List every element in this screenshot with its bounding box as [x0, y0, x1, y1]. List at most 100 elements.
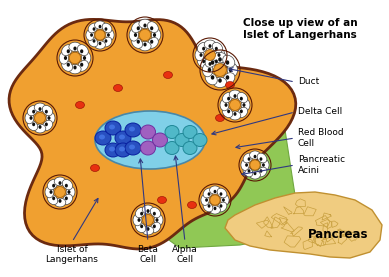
Ellipse shape	[103, 145, 112, 152]
Ellipse shape	[237, 107, 247, 118]
Ellipse shape	[197, 42, 208, 53]
Ellipse shape	[211, 75, 214, 80]
Ellipse shape	[106, 30, 114, 40]
Ellipse shape	[213, 77, 227, 88]
Ellipse shape	[247, 157, 251, 161]
Ellipse shape	[153, 224, 156, 228]
Ellipse shape	[59, 52, 68, 64]
Ellipse shape	[65, 196, 68, 200]
Ellipse shape	[95, 131, 111, 145]
Circle shape	[54, 187, 65, 198]
Ellipse shape	[105, 143, 121, 157]
Ellipse shape	[135, 207, 146, 218]
Ellipse shape	[227, 109, 230, 113]
Ellipse shape	[165, 142, 179, 155]
Ellipse shape	[131, 22, 142, 33]
Ellipse shape	[163, 71, 172, 78]
Ellipse shape	[147, 37, 158, 48]
Ellipse shape	[105, 27, 107, 31]
Ellipse shape	[187, 201, 196, 209]
Ellipse shape	[39, 107, 42, 111]
Ellipse shape	[62, 194, 73, 205]
Ellipse shape	[221, 194, 229, 206]
Ellipse shape	[99, 135, 105, 140]
Ellipse shape	[133, 214, 142, 226]
Ellipse shape	[47, 179, 58, 190]
Ellipse shape	[144, 24, 147, 27]
Ellipse shape	[74, 65, 77, 70]
Ellipse shape	[209, 62, 212, 66]
Ellipse shape	[102, 37, 112, 47]
Ellipse shape	[212, 57, 223, 68]
Ellipse shape	[223, 93, 233, 103]
Ellipse shape	[202, 63, 213, 77]
Ellipse shape	[58, 181, 61, 185]
Circle shape	[214, 64, 226, 76]
Ellipse shape	[88, 23, 98, 33]
Ellipse shape	[115, 143, 131, 157]
Ellipse shape	[39, 125, 42, 129]
Ellipse shape	[34, 103, 46, 112]
Ellipse shape	[140, 125, 156, 139]
Ellipse shape	[125, 141, 141, 155]
Ellipse shape	[134, 33, 137, 37]
Text: Alpha
Cell: Alpha Cell	[172, 245, 198, 265]
Ellipse shape	[93, 39, 95, 43]
Ellipse shape	[67, 49, 70, 53]
Ellipse shape	[217, 188, 227, 198]
Ellipse shape	[49, 190, 53, 194]
Ellipse shape	[203, 188, 213, 198]
Ellipse shape	[254, 155, 256, 158]
Ellipse shape	[259, 157, 263, 161]
Ellipse shape	[227, 97, 230, 101]
Ellipse shape	[32, 110, 35, 114]
Ellipse shape	[153, 212, 156, 216]
Text: Pancreatic
Acini: Pancreatic Acini	[298, 155, 345, 175]
Ellipse shape	[214, 207, 216, 210]
Ellipse shape	[219, 192, 223, 196]
Ellipse shape	[243, 167, 253, 177]
Text: Red Blood
Cell: Red Blood Cell	[298, 128, 343, 148]
Text: Delta Cell: Delta Cell	[298, 107, 342, 117]
Ellipse shape	[114, 84, 123, 91]
Ellipse shape	[67, 63, 70, 67]
Ellipse shape	[150, 222, 161, 233]
Ellipse shape	[240, 97, 243, 101]
Ellipse shape	[95, 41, 105, 49]
Ellipse shape	[142, 205, 154, 214]
Ellipse shape	[147, 22, 158, 33]
Ellipse shape	[54, 198, 66, 207]
Ellipse shape	[30, 116, 33, 120]
Polygon shape	[9, 19, 296, 249]
Ellipse shape	[119, 147, 125, 152]
Ellipse shape	[81, 52, 91, 64]
Ellipse shape	[205, 73, 217, 85]
Ellipse shape	[129, 145, 135, 150]
Ellipse shape	[208, 68, 211, 72]
Ellipse shape	[217, 53, 221, 57]
Ellipse shape	[242, 103, 245, 107]
Ellipse shape	[67, 190, 70, 194]
Ellipse shape	[34, 124, 46, 133]
Ellipse shape	[27, 120, 38, 130]
Ellipse shape	[154, 214, 163, 226]
Ellipse shape	[175, 134, 189, 147]
Ellipse shape	[150, 26, 153, 30]
Ellipse shape	[215, 60, 218, 63]
Ellipse shape	[131, 37, 142, 48]
Ellipse shape	[107, 33, 110, 37]
Circle shape	[230, 99, 240, 111]
Circle shape	[210, 195, 220, 205]
Ellipse shape	[261, 160, 269, 170]
Ellipse shape	[226, 81, 235, 88]
Ellipse shape	[158, 196, 166, 204]
Ellipse shape	[83, 56, 86, 60]
Ellipse shape	[90, 33, 93, 37]
Ellipse shape	[241, 99, 250, 111]
Ellipse shape	[218, 78, 222, 83]
Ellipse shape	[156, 218, 158, 222]
Ellipse shape	[80, 49, 83, 53]
Ellipse shape	[45, 122, 48, 126]
Ellipse shape	[208, 192, 210, 196]
Ellipse shape	[69, 42, 81, 52]
